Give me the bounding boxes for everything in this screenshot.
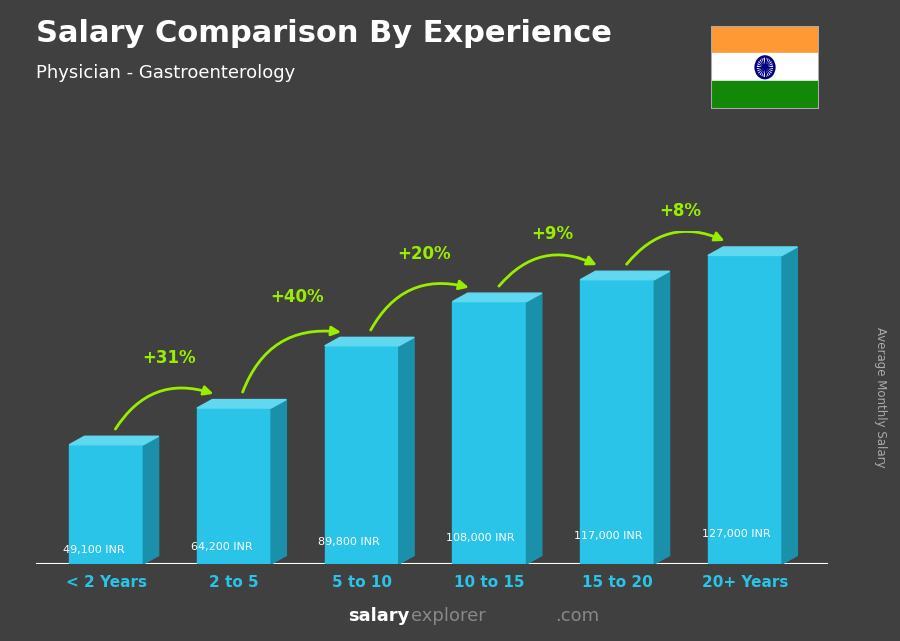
Text: Salary Comparison By Experience: Salary Comparison By Experience (36, 19, 612, 48)
Bar (708, 256, 782, 564)
Text: Average Monthly Salary: Average Monthly Salary (874, 327, 886, 468)
Polygon shape (271, 399, 286, 564)
Text: 64,200 INR: 64,200 INR (191, 542, 252, 552)
Circle shape (763, 65, 767, 69)
Text: explorer: explorer (411, 607, 486, 625)
FancyArrowPatch shape (626, 231, 722, 264)
Polygon shape (325, 337, 414, 346)
Text: 117,000 INR: 117,000 INR (574, 531, 643, 542)
FancyArrowPatch shape (243, 327, 338, 392)
Text: Physician - Gastroenterology: Physician - Gastroenterology (36, 64, 295, 82)
Polygon shape (143, 437, 158, 564)
Text: 127,000 INR: 127,000 INR (701, 529, 770, 539)
Text: +40%: +40% (270, 288, 323, 306)
Text: salary: salary (348, 607, 410, 625)
Text: 89,800 INR: 89,800 INR (319, 537, 380, 547)
Polygon shape (197, 399, 286, 408)
Polygon shape (526, 293, 542, 564)
Text: +9%: +9% (531, 225, 573, 243)
Bar (197, 408, 271, 564)
Polygon shape (580, 271, 670, 279)
Polygon shape (69, 437, 158, 445)
FancyArrowPatch shape (115, 387, 211, 429)
Bar (325, 346, 399, 564)
Polygon shape (399, 337, 414, 564)
FancyArrowPatch shape (371, 281, 466, 330)
Polygon shape (654, 271, 670, 564)
Text: +8%: +8% (659, 203, 701, 221)
Text: .com: .com (555, 607, 599, 625)
Text: 108,000 INR: 108,000 INR (446, 533, 515, 543)
Bar (453, 302, 526, 564)
Bar (69, 445, 143, 564)
Text: +31%: +31% (142, 349, 195, 367)
Bar (580, 279, 654, 564)
Polygon shape (453, 293, 542, 302)
FancyArrowPatch shape (499, 255, 594, 286)
Text: +20%: +20% (398, 246, 451, 263)
Bar (711, 81, 819, 109)
Polygon shape (782, 247, 797, 564)
Polygon shape (708, 247, 797, 256)
Bar (711, 53, 819, 81)
Bar (711, 26, 819, 53)
Text: 49,100 INR: 49,100 INR (63, 545, 124, 554)
